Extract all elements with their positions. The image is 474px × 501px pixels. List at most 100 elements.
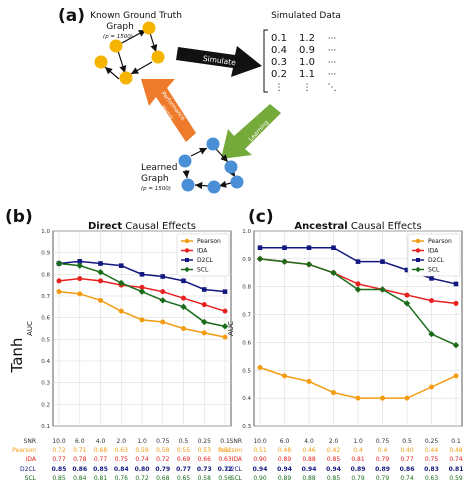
table-row-label-d2cl: D2CL xyxy=(226,466,243,473)
known-graph-title-line2: Graph xyxy=(106,22,134,32)
data-point-ida xyxy=(404,292,410,298)
data-point-pearson xyxy=(118,308,124,314)
data-point-scl xyxy=(428,330,435,338)
table-cell-pearson: 0.46 xyxy=(302,447,316,454)
data-point-pearson xyxy=(98,297,103,303)
data-point-pearson xyxy=(139,317,145,323)
table-cell-ida: 0.72 xyxy=(156,456,170,463)
y-tick-label: 1.0 xyxy=(242,229,251,235)
data-point-d2cl xyxy=(160,274,166,279)
data-point-pearson xyxy=(77,291,83,297)
table-cell-ida: 0.88 xyxy=(302,456,316,463)
table-cell-ida: 0.77 xyxy=(400,456,414,463)
table-cell-scl: 0.58 xyxy=(198,475,212,482)
data-point-d2cl xyxy=(139,272,145,277)
y-axis-label: AUC xyxy=(26,321,34,336)
learned-graph-nodes xyxy=(178,137,244,194)
table-cell-pearson: 0.48 xyxy=(449,447,463,454)
table-cell-d2cl: 0.77 xyxy=(176,466,191,473)
chart-ancestral-causal-effects: (c) Ancestral Causal Effects 0.3 0.4 0.5 0.6 0… xyxy=(218,207,463,482)
matrix-cell: 1.2 xyxy=(299,33,315,44)
table-cell-ida: 0.78 xyxy=(73,456,87,463)
legend-marker xyxy=(416,258,420,262)
data-point-scl xyxy=(138,288,146,295)
known-node xyxy=(94,55,108,69)
data-point-d2cl xyxy=(201,287,207,292)
data-point-pearson xyxy=(404,395,410,401)
simulate-arrow: Simulate xyxy=(176,46,262,77)
table-row-label-pearson: Pearson xyxy=(218,447,242,454)
data-point-scl xyxy=(379,286,386,293)
table-cell-pearson: 0.71 xyxy=(73,447,87,454)
table-cell-ida: 0.89 xyxy=(278,456,292,463)
table-cell-d2cl: 0.86 xyxy=(72,466,87,473)
data-point-d2cl xyxy=(181,278,186,284)
learning-arrow: Learning xyxy=(221,104,281,159)
y-tick-label: 0.4 xyxy=(41,359,50,365)
table-cell-scl: 0.84 xyxy=(73,475,87,482)
learned-node xyxy=(207,180,221,194)
table-cell-pearson: 0.4 xyxy=(378,447,388,454)
data-point-scl xyxy=(159,297,166,304)
table-cell-pearson: 0.40 xyxy=(400,447,414,454)
table-cell-pearson: 0.44 xyxy=(425,447,439,454)
table-row-label-scl: SCL xyxy=(25,475,37,482)
legend-marker xyxy=(184,238,190,244)
table-cell-ida: 0.90 xyxy=(253,456,267,463)
data-point-pearson xyxy=(453,373,459,379)
table-cell-d2cl: 0.84 xyxy=(114,466,129,473)
data-point-scl xyxy=(221,323,229,330)
data-point-scl xyxy=(55,260,63,267)
learned-node xyxy=(206,137,220,151)
y-tick-label: 0.1 xyxy=(41,424,50,430)
data-point-ida xyxy=(181,295,186,301)
table-cell-scl: 0.85 xyxy=(327,475,341,482)
simulated-data-title: Simulated Data xyxy=(271,11,341,21)
data-point-pearson xyxy=(160,319,166,325)
data-point-d2cl xyxy=(355,259,361,264)
snr-tick-label: 2.0 xyxy=(116,438,126,445)
known-graph-title-line1: Known Ground Truth xyxy=(90,11,182,21)
legend-label-scl: SCL xyxy=(197,267,209,274)
matrix-cell: ··· xyxy=(328,34,337,44)
table-cell-pearson: 0.51 xyxy=(253,447,267,454)
matrix-cell: 0.2 xyxy=(271,69,287,80)
data-point-pearson xyxy=(380,395,385,401)
chart-title: Ancestral Causal Effects xyxy=(294,221,421,232)
snr-tick-label: 10.0 xyxy=(253,438,267,445)
learned-node xyxy=(230,175,244,189)
panel-a-letter: (a) xyxy=(58,6,85,26)
table-cell-pearson: 0.63 xyxy=(115,447,129,454)
snr-tick-label: 0.25 xyxy=(198,438,212,445)
table-cell-d2cl: 0.94 xyxy=(277,466,292,473)
data-point-ida xyxy=(56,278,62,284)
table-cell-scl: 0.90 xyxy=(253,475,267,482)
known-node xyxy=(142,21,156,35)
data-point-d2cl xyxy=(404,267,410,273)
data-point-ida xyxy=(453,300,459,306)
data-point-d2cl xyxy=(429,276,434,281)
y-tick-label: 0.6 xyxy=(242,340,251,346)
y-tick-label: 0.2 xyxy=(41,402,50,408)
y-axis-label: AUC xyxy=(227,321,235,336)
matrix-cell: ⋮ xyxy=(275,83,284,93)
data-point-pearson xyxy=(181,326,186,331)
table-cell-scl: 0.76 xyxy=(115,475,129,482)
data-point-ida xyxy=(201,302,207,308)
known-graph-p: (p = 1500) xyxy=(103,34,133,40)
table-cell-pearson: 0.4 xyxy=(353,447,363,454)
legend-marker xyxy=(415,238,421,244)
y-tick-label: 0.5 xyxy=(41,337,50,343)
learned-node xyxy=(181,178,195,192)
table-cell-scl: 0.59 xyxy=(449,475,463,482)
table-cell-d2cl: 0.73 xyxy=(197,466,212,473)
row-label: Tanh xyxy=(8,338,26,374)
table-cell-scl: 0.65 xyxy=(177,475,191,482)
table-cell-scl: 0.63 xyxy=(425,475,439,482)
table-cell-scl: 0.81 xyxy=(94,475,108,482)
data-point-scl xyxy=(403,300,411,307)
table-row-label-ida: IDA xyxy=(26,456,37,463)
matrix-cell: 0.4 xyxy=(271,45,287,56)
data-point-d2cl xyxy=(77,259,83,264)
